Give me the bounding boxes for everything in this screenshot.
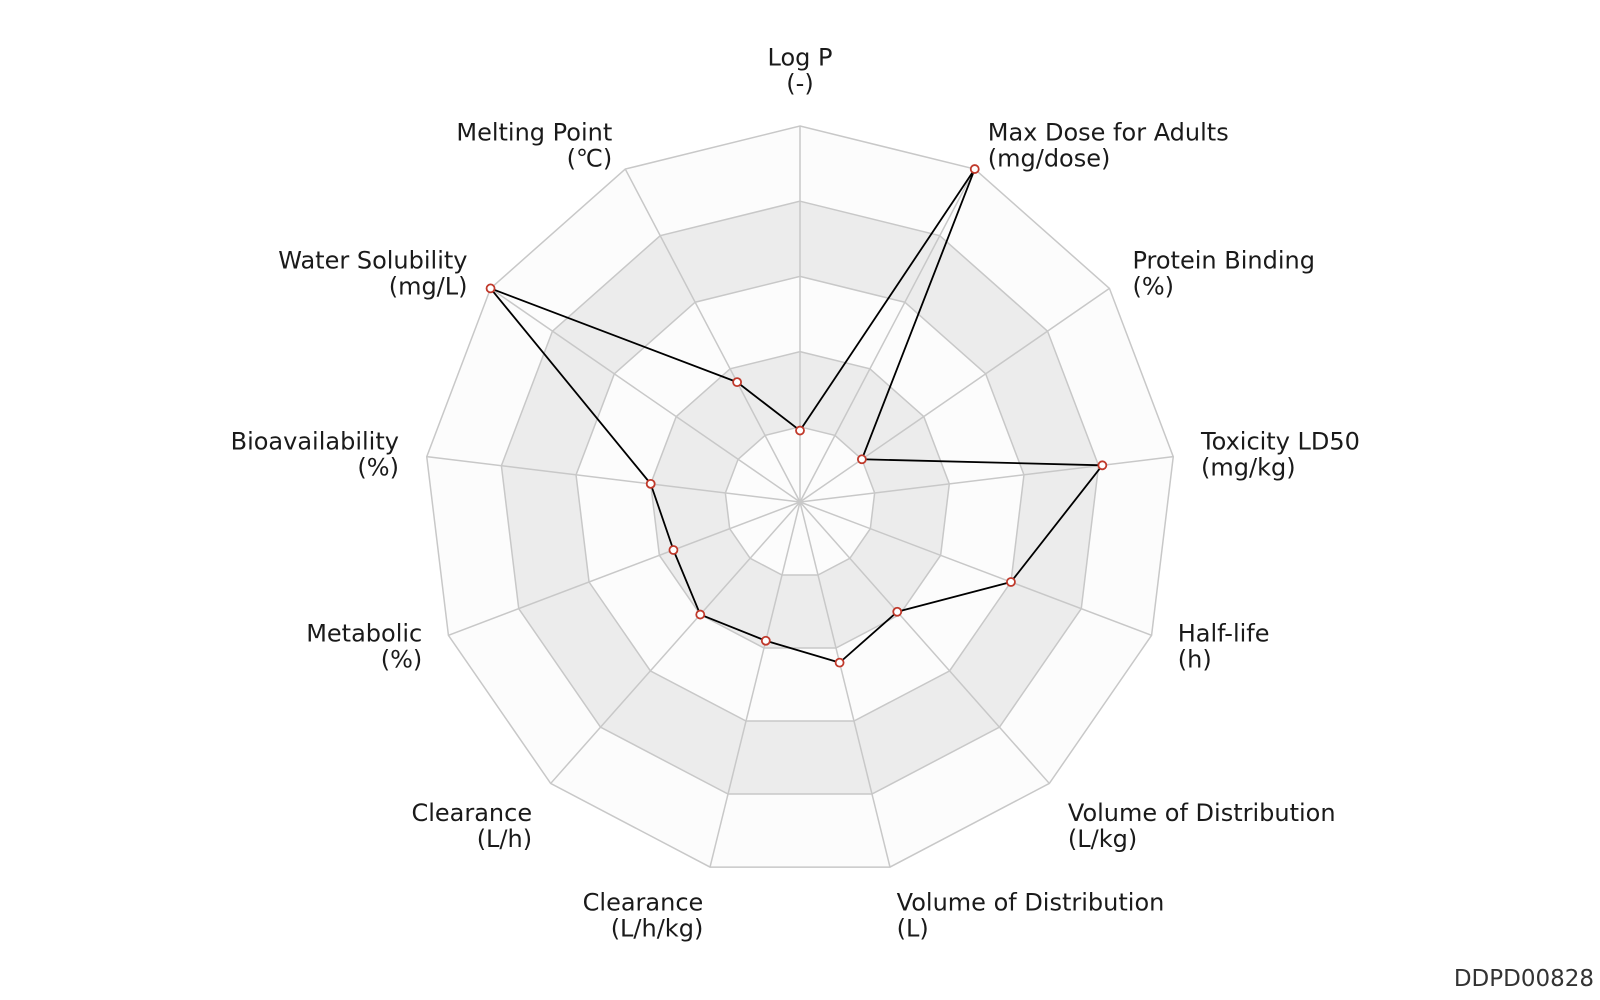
axis-label-unit: (h) — [1178, 645, 1212, 673]
axis-spoke — [624, 168, 801, 503]
data-point — [834, 657, 845, 668]
axis-label: Melting Point (℃) — [456, 118, 612, 172]
axis-label-name: Water Solubility — [278, 247, 467, 275]
data-point — [856, 454, 867, 465]
axis-spoke — [709, 501, 801, 868]
axis-spoke — [799, 455, 1174, 503]
axis-label-name: Half-life — [1178, 619, 1270, 647]
axis-label-unit: (℃) — [567, 144, 613, 172]
data-point — [645, 478, 656, 489]
data-point — [695, 609, 706, 620]
axis-spoke — [426, 455, 801, 503]
axis-spoke — [490, 287, 801, 503]
axis-spoke — [799, 501, 891, 868]
axis-label: Metabolic (%) — [306, 619, 422, 673]
axis-label-unit: (-) — [786, 70, 813, 98]
chart-id-label: DDPD00828 — [1453, 966, 1594, 992]
axis-label-name: Clearance — [411, 799, 532, 827]
axis-label: Toxicity LD50 (mg/kg) — [1200, 427, 1360, 481]
axis-label: Clearance (L/h/kg) — [583, 889, 704, 943]
data-point — [1097, 460, 1108, 471]
axis-spoke — [799, 168, 976, 503]
data-point — [1006, 577, 1016, 587]
axis-label-unit: (L/h/kg) — [611, 915, 704, 943]
axis-spoke — [448, 501, 801, 637]
axis-label-name: Metabolic — [306, 619, 422, 647]
axis-label: Bioavailability (%) — [231, 427, 399, 481]
axis-label-name: Log P — [768, 44, 833, 72]
axis-label-unit: (%) — [381, 645, 423, 673]
axis-label: Max Dose for Adults (mg/dose) — [988, 118, 1229, 172]
axis-label: Volume of Distribution (L) — [897, 889, 1165, 943]
data-point — [485, 283, 496, 294]
data-point — [732, 377, 742, 388]
axis-label-unit: (mg/dose) — [988, 144, 1111, 172]
axis-label-unit: (L/kg) — [1068, 825, 1137, 853]
axis-spoke — [799, 501, 1152, 637]
data-point — [795, 425, 805, 436]
series-line — [489, 168, 1104, 664]
axis-label-name: Toxicity LD50 — [1200, 427, 1360, 455]
axis-label-name: Volume of Distribution — [1068, 799, 1336, 827]
axis-label-name: Max Dose for Adults — [988, 118, 1229, 146]
data-point — [969, 164, 980, 174]
axis-label-unit: (L/h) — [477, 825, 532, 853]
radar-series — [485, 164, 1108, 668]
axis-label: Log P (-) — [768, 44, 833, 98]
axis-labels: Log P (-) Max Dose for Adults (mg/dose) Prot… — [231, 44, 1360, 943]
axis-label: Protein Binding (%) — [1132, 247, 1314, 301]
axis-label-name: Melting Point — [456, 118, 612, 146]
axis-label: Water Solubility (mg/L) — [278, 247, 467, 301]
axis-label: Half-life (h) — [1178, 619, 1270, 673]
axis-label-name: Bioavailability — [231, 427, 399, 455]
axis-label-unit: (L) — [897, 915, 929, 943]
axis-label-unit: (%) — [1132, 273, 1174, 301]
axis-label-name: Volume of Distribution — [897, 889, 1165, 917]
axis-label-unit: (%) — [357, 453, 399, 481]
axis-label-unit: (mg/kg) — [1201, 453, 1296, 481]
axis-label-unit: (mg/L) — [389, 273, 468, 301]
axis-label: Clearance (L/h) — [411, 799, 532, 853]
axis-label-name: Clearance — [583, 889, 704, 917]
axis-label: Volume of Distribution (L/kg) — [1068, 799, 1336, 853]
axis-label-name: Protein Binding — [1132, 247, 1314, 275]
data-point — [668, 545, 679, 555]
data-point — [892, 606, 903, 617]
radar-spokes — [426, 126, 1174, 868]
axis-spoke — [799, 287, 1110, 503]
axis-spoke — [799, 501, 1050, 784]
data-point — [760, 635, 771, 646]
axis-spoke — [550, 501, 801, 784]
